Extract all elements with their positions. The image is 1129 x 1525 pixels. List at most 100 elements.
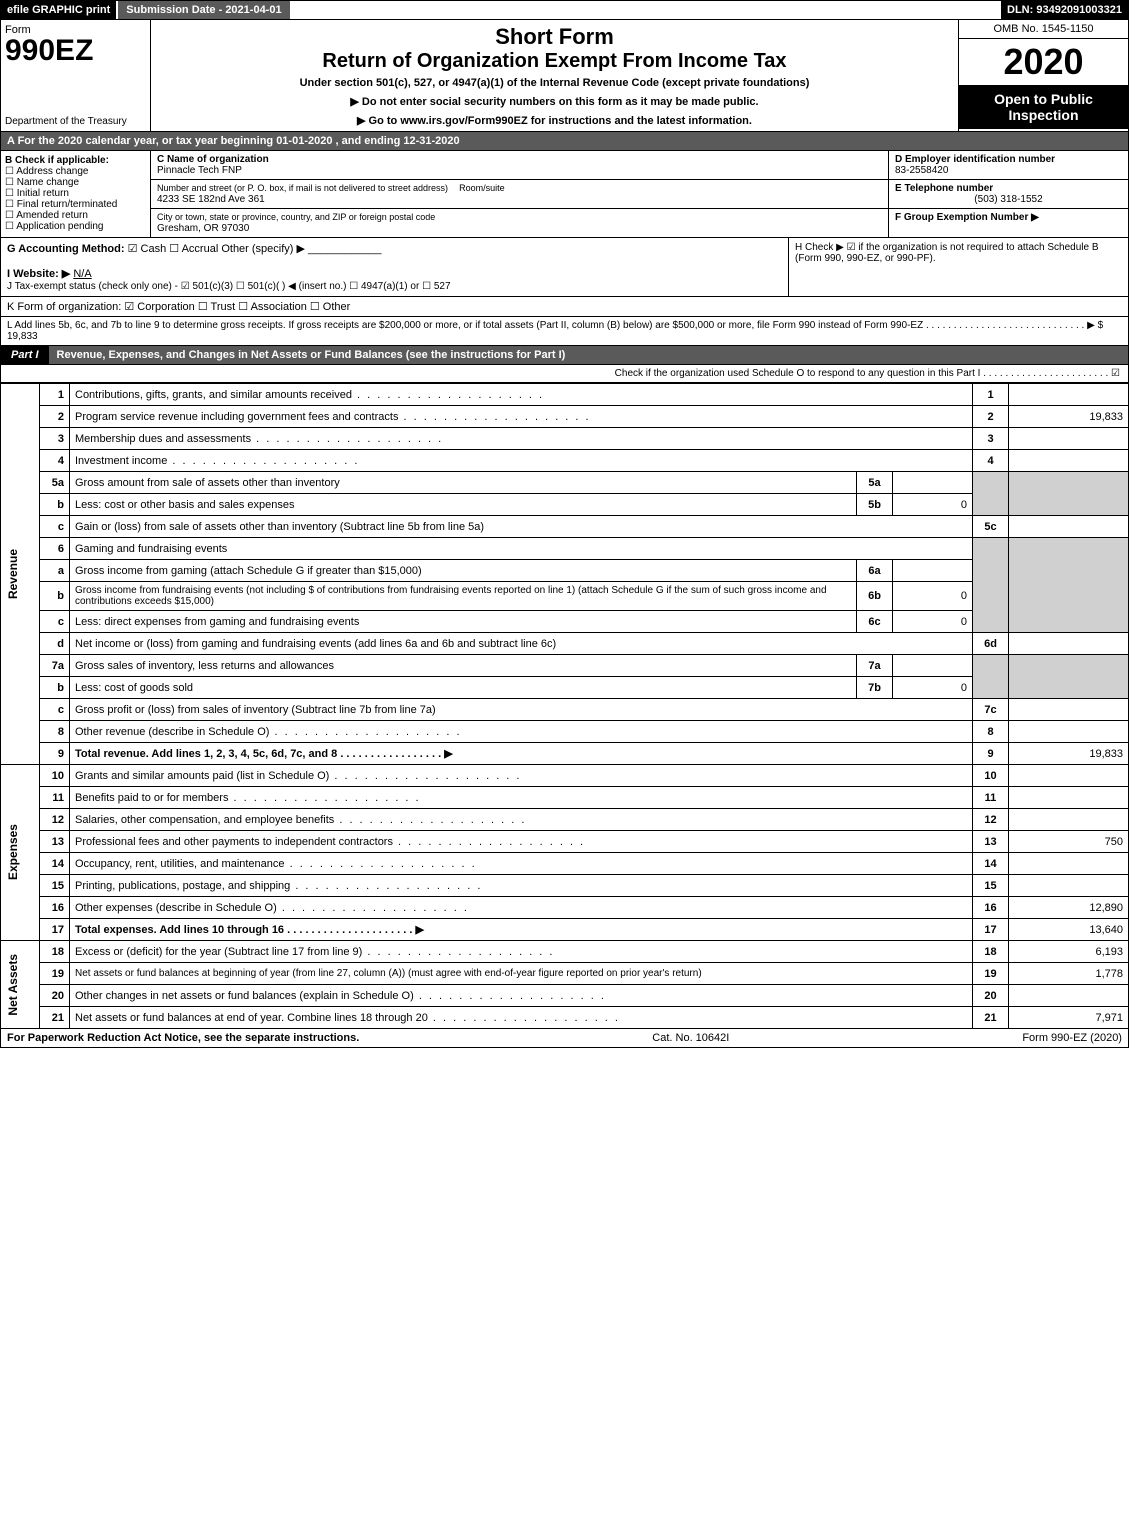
r7c-amt	[1009, 699, 1129, 721]
chk-application-pending[interactable]: Application pending	[5, 221, 146, 232]
r6b-desc: Gross income from fundraising events (no…	[70, 582, 857, 611]
box-def: D Employer identification number 83-2558…	[888, 151, 1128, 237]
r9-num: 9	[40, 743, 70, 765]
r11-desc: Benefits paid to or for members	[70, 787, 973, 809]
r6c-num: c	[40, 611, 70, 633]
website: N/A	[73, 268, 91, 280]
footer-left: For Paperwork Reduction Act Notice, see …	[7, 1032, 359, 1044]
r11-amt	[1009, 787, 1129, 809]
r5a-sub: 5a	[857, 472, 893, 494]
r13-box: 13	[973, 831, 1009, 853]
r6-shade-box	[973, 538, 1009, 633]
r20-num: 20	[40, 985, 70, 1007]
topbar-spacer	[290, 1, 1001, 19]
r7c-box: 7c	[973, 699, 1009, 721]
r12-box: 12	[973, 809, 1009, 831]
r4-desc: Investment income	[70, 450, 973, 472]
r8-num: 8	[40, 721, 70, 743]
r6b-num: b	[40, 582, 70, 611]
row-10: Expenses 10 Grants and similar amounts p…	[1, 765, 1129, 787]
chk-initial-return[interactable]: Initial return	[5, 188, 146, 199]
r20-box: 20	[973, 985, 1009, 1007]
goto-link[interactable]: ▶ Go to www.irs.gov/Form990EZ for instru…	[155, 114, 954, 127]
row-7a: 7a Gross sales of inventory, less return…	[1, 655, 1129, 677]
footer-mid: Cat. No. 10642I	[652, 1032, 729, 1044]
row-6d: d Net income or (loss) from gaming and f…	[1, 633, 1129, 655]
r1-box: 1	[973, 384, 1009, 406]
chk-accrual[interactable]: Accrual	[169, 243, 218, 255]
chk-final-return[interactable]: Final return/terminated	[5, 199, 146, 210]
row-5a: 5a Gross amount from sale of assets othe…	[1, 472, 1129, 494]
r5b-num: b	[40, 494, 70, 516]
revenue-side-label: Revenue	[6, 549, 20, 599]
r6b-sub: 6b	[857, 582, 893, 611]
r2-amt: 19,833	[1009, 406, 1129, 428]
r14-amt	[1009, 853, 1129, 875]
box-b-label: B Check if applicable:	[5, 155, 146, 166]
r4-num: 4	[40, 450, 70, 472]
r6a-desc: Gross income from gaming (attach Schedul…	[70, 560, 857, 582]
row-6b: b Gross income from fundraising events (…	[1, 582, 1129, 611]
chk-amended-return[interactable]: Amended return	[5, 210, 146, 221]
row-5c: c Gain or (loss) from sale of assets oth…	[1, 516, 1129, 538]
row-4: 4 Investment income 4	[1, 450, 1129, 472]
r9-desc-text: Total revenue. Add lines 1, 2, 3, 4, 5c,…	[75, 748, 453, 760]
box-f: F Group Exemption Number ▶	[889, 209, 1128, 237]
accounting-other: Other (specify) ▶	[221, 243, 305, 255]
r12-amt	[1009, 809, 1129, 831]
chk-address-change[interactable]: Address change	[5, 166, 146, 177]
r13-amt: 750	[1009, 831, 1129, 853]
r19-box: 19	[973, 963, 1009, 985]
ssn-warning: ▶ Do not enter social security numbers o…	[155, 95, 954, 108]
chk-name-change[interactable]: Name change	[5, 177, 146, 188]
row-7c: c Gross profit or (loss) from sales of i…	[1, 699, 1129, 721]
r6-shade-amt	[1009, 538, 1129, 633]
box-g: G Accounting Method: Cash Accrual Other …	[1, 238, 788, 296]
r7a-num: 7a	[40, 655, 70, 677]
ein: 83-2558420	[895, 165, 948, 176]
street-row: Number and street (or P. O. box, if mail…	[151, 180, 888, 209]
gh-grid: G Accounting Method: Cash Accrual Other …	[0, 238, 1129, 297]
r12-num: 12	[40, 809, 70, 831]
r18-amt: 6,193	[1009, 941, 1129, 963]
r7a-sub: 7a	[857, 655, 893, 677]
r9-amt: 19,833	[1009, 743, 1129, 765]
r6a-sub: 6a	[857, 560, 893, 582]
r17-desc-text: Total expenses. Add lines 10 through 16 …	[75, 924, 424, 936]
r6a-num: a	[40, 560, 70, 582]
omb-number: OMB No. 1545-1150	[959, 20, 1128, 39]
info-grid: B Check if applicable: Address change Na…	[0, 151, 1129, 238]
r4-box: 4	[973, 450, 1009, 472]
r7c-num: c	[40, 699, 70, 721]
header-mid: Short Form Return of Organization Exempt…	[151, 20, 958, 131]
r5c-amt	[1009, 516, 1129, 538]
r3-box: 3	[973, 428, 1009, 450]
r14-num: 14	[40, 853, 70, 875]
r5a-val	[893, 472, 973, 494]
city: Gresham, OR 97030	[157, 223, 249, 234]
phone: (503) 318-1552	[895, 194, 1122, 205]
row-7b: b Less: cost of goods sold 7b 0	[1, 677, 1129, 699]
chk-cash[interactable]: Cash	[128, 243, 167, 255]
efile-graphic-print: efile GRAPHIC print	[1, 1, 116, 19]
submission-date: Submission Date - 2021-04-01	[116, 1, 289, 19]
dept-treasury: Department of the Treasury	[5, 116, 146, 127]
r3-amt	[1009, 428, 1129, 450]
r18-num: 18	[40, 941, 70, 963]
r5a-desc: Gross amount from sale of assets other t…	[70, 472, 857, 494]
r17-num: 17	[40, 919, 70, 941]
header-right: OMB No. 1545-1150 2020 Open to Public In…	[958, 20, 1128, 131]
row-2: 2 Program service revenue including gove…	[1, 406, 1129, 428]
r2-box: 2	[973, 406, 1009, 428]
r5ab-shade-box	[973, 472, 1009, 516]
top-bar: efile GRAPHIC print Submission Date - 20…	[0, 0, 1129, 20]
r6d-num: d	[40, 633, 70, 655]
r16-num: 16	[40, 897, 70, 919]
r16-amt: 12,890	[1009, 897, 1129, 919]
org-name: Pinnacle Tech FNP	[157, 165, 242, 176]
r6c-val: 0	[893, 611, 973, 633]
row-12: 12 Salaries, other compensation, and emp…	[1, 809, 1129, 831]
form-header: Form 990EZ Department of the Treasury Sh…	[0, 20, 1129, 132]
r15-amt	[1009, 875, 1129, 897]
r14-box: 14	[973, 853, 1009, 875]
